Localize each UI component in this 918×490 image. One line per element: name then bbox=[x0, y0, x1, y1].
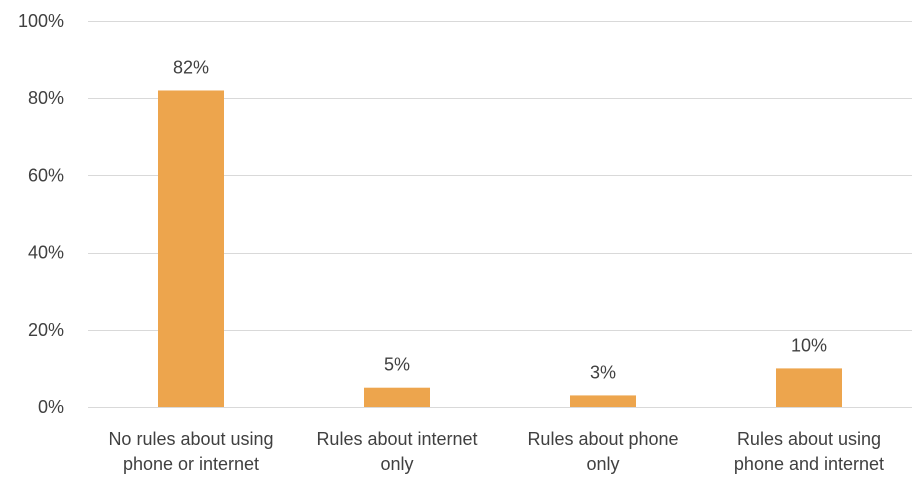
bar bbox=[364, 387, 430, 407]
bar bbox=[776, 368, 842, 407]
x-category-label: No rules about using bbox=[108, 429, 273, 449]
bar bbox=[158, 90, 224, 407]
data-labels: 82% 5% 3% 10% bbox=[173, 57, 827, 382]
x-axis-category-labels: No rules about using phone or internet Rul… bbox=[108, 429, 884, 474]
data-label: 10% bbox=[791, 335, 827, 355]
x-category-label: Rules about using bbox=[737, 429, 881, 449]
bars bbox=[158, 90, 842, 407]
bar bbox=[570, 395, 636, 407]
y-tick-label: 60% bbox=[28, 165, 64, 185]
y-tick-label: 0% bbox=[38, 397, 64, 417]
x-category-label: Rules about internet bbox=[316, 429, 477, 449]
x-category-label: phone and internet bbox=[734, 454, 884, 474]
y-tick-label: 100% bbox=[18, 11, 64, 31]
x-category-label: phone or internet bbox=[123, 454, 259, 474]
data-label: 82% bbox=[173, 57, 209, 77]
x-category-label: only bbox=[586, 454, 619, 474]
x-category-label: only bbox=[380, 454, 413, 474]
y-tick-label: 80% bbox=[28, 88, 64, 108]
x-category-label: Rules about phone bbox=[527, 429, 678, 449]
y-tick-label: 20% bbox=[28, 320, 64, 340]
gridlines bbox=[88, 21, 912, 408]
y-tick-label: 40% bbox=[28, 243, 64, 263]
data-label: 5% bbox=[384, 355, 410, 375]
y-axis-tick-labels: 0% 20% 40% 60% 80% 100% bbox=[18, 11, 64, 417]
data-label: 3% bbox=[590, 362, 616, 382]
